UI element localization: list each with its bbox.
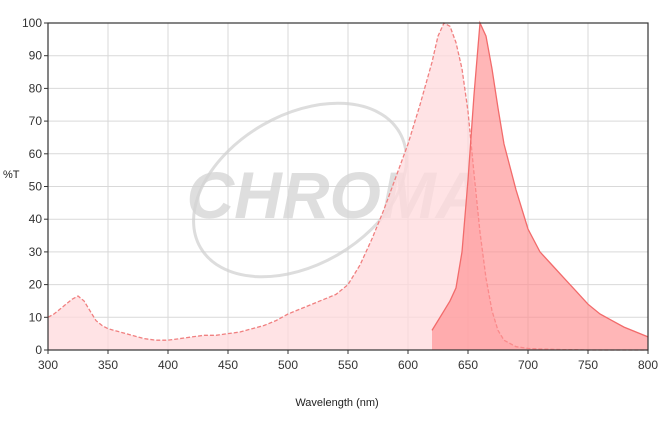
x-tick-label: 650 [458, 358, 478, 372]
x-tick-label: 450 [218, 358, 238, 372]
x-tick-label: 800 [638, 358, 658, 372]
emission-line [431, 20, 649, 338]
x-tick-label: 350 [98, 358, 118, 372]
watermark-swoosh [192, 101, 408, 279]
y-tick-label: 30 [29, 245, 43, 259]
y-tick-label: 0 [35, 343, 42, 357]
x-tick-label: 300 [38, 358, 58, 372]
y-tick-label: 40 [29, 212, 43, 226]
y-tick-label: 20 [29, 278, 43, 292]
x-tick-label: 500 [278, 358, 298, 372]
y-tick-label: 100 [22, 16, 42, 30]
x-tick-label: 600 [398, 358, 418, 372]
y-tick-label: 60 [29, 147, 43, 161]
y-tick-label: 70 [29, 114, 43, 128]
y-tick-label: 10 [29, 310, 43, 324]
series-layer [47, 20, 649, 351]
y-axis-label: %T [3, 169, 20, 181]
emission-area [432, 23, 648, 350]
y-tick-label: 80 [29, 81, 43, 95]
y-tick-label: 90 [29, 49, 43, 63]
excitation-area [48, 23, 648, 350]
y-tick-label: 50 [29, 180, 43, 194]
x-axis-label: Wavelength (nm) [295, 397, 378, 409]
x-tick-labels: 300 350 400 450 500 550 600 650 700 750 800 [38, 350, 658, 372]
y-tick-labels: 0 10 20 30 40 50 60 70 80 90 100 [22, 16, 48, 357]
x-tick-label: 400 [158, 358, 178, 372]
x-tick-label: 700 [518, 358, 538, 372]
excitation-line [47, 22, 648, 351]
x-tick-label: 750 [578, 358, 598, 372]
x-tick-label: 550 [338, 358, 358, 372]
